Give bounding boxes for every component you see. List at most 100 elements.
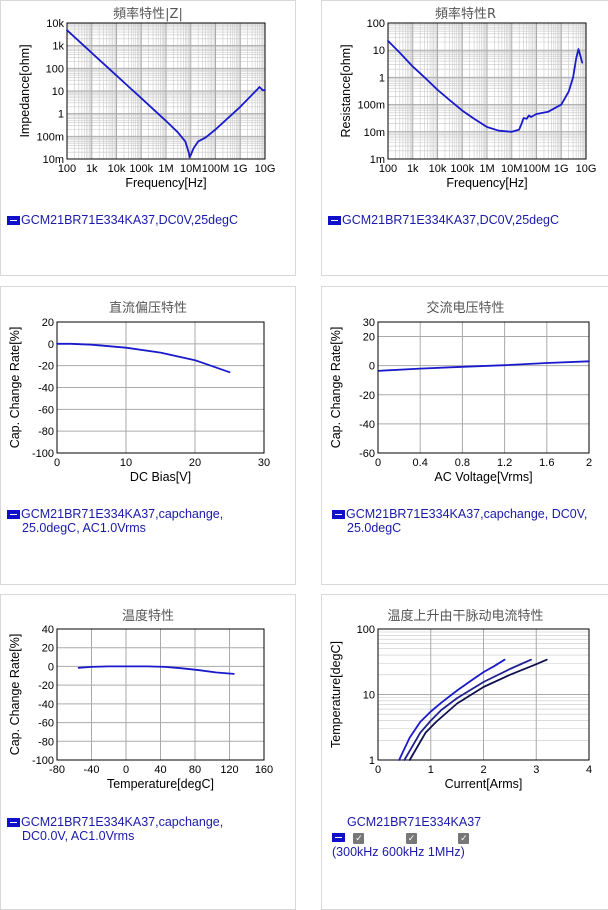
chart-legend[interactable]: GCM21BR71E334KA37,capchange, 25.0degC, A… [7,507,223,535]
y-tick-label: 10 [363,690,375,702]
y-tick-label: -40 [38,383,54,395]
x-axis-label: Current[Arms] [445,777,523,791]
panel-resistance: 頻率特性R 100 1k 10k 100k 1M 10M 100M 1G 10G 1m 10m 100… [321,0,608,276]
x-tick-label: 100M [523,163,551,175]
x-tick-label: 100 [379,163,397,175]
legend-label: GCM21BR71E334KA37 [347,815,482,829]
panel-title: 温度特性 [121,609,174,624]
y-tick-label: 100m [36,131,64,143]
chart-temperature: -80 -40 0 40 80 120 16040200-20-40-60-80-100Te… [8,624,273,791]
y-tick-label: -60 [38,718,54,730]
series-line-1mhz [408,658,548,761]
chart-impedance: 100 1k 10k 100k 1M 10M 100M 1G 10G10m100m1101001… [18,18,276,190]
chart-legend[interactable]: GCM21BR71E334KA37,DC0V,25degC [328,213,559,227]
y-tick-label: -20 [38,680,54,692]
plot-frame [377,321,590,454]
x-tick-label: 80 [189,764,201,776]
legend-label: GCM21BR71E334KA37,capchange, DC0V, [346,507,588,521]
checkbox-600khz[interactable]: ✓ [405,833,417,844]
panel-ac-voltage: 交流电压特性 0 0.4 0.8 1.2 1.6 2 30 20 0 -20 -40 -60 AC Vo… [321,286,608,585]
chart-legend[interactable]: GCM21BR71E334KA37,capchange, DC0V, 25.0d… [332,507,587,535]
x-tick-label: 10k [108,163,126,175]
y-tick-label: -40 [38,699,54,711]
checkbox-300khz[interactable]: ✓ [353,833,365,844]
y-tick-label: 10 [373,45,385,57]
x-tick-label: -40 [84,764,100,776]
y-axis-label: Cap. Change Rate[%] [329,327,343,449]
plot-frame [387,22,587,160]
legend-label-cont: DC0.0V, AC1.0Vrms [22,829,135,843]
y-tick-label: 0 [48,339,54,351]
x-tick-label: 10G [255,163,276,175]
panel-title: 頻率特性R [434,7,497,22]
panel-title: 頻率特性|Z| [113,7,183,22]
y-tick-label: 0 [48,661,54,673]
chart-resistance: 100 1k 10k 100k 1M 10M 100M 1G 10G 1m 10m 100m 1 10 10… [339,18,596,190]
y-tick-label: -60 [359,448,375,460]
x-axis-label: DC Bias[V] [130,470,191,484]
y-tick-label: -100 [32,755,54,767]
x-tick-label: 160 [255,764,273,776]
y-tick-label: -40 [359,419,375,431]
legend-toggle-icon[interactable] [332,833,345,842]
x-tick-label: 2 [480,764,486,776]
chart-ripple-temp: 0 1 2 3 4110100Current[Arms]Temperature[degC… [329,624,592,791]
series-line-600khz [403,658,532,761]
y-tick-label: 20 [363,332,375,344]
x-tick-label: 1G [554,163,569,175]
y-tick-label: 10m [43,154,64,166]
legend-label: GCM21BR71E334KA37,capchange, [21,507,224,521]
x-axis-label: Frequency[Hz] [446,176,527,190]
y-axis-label: Temperature[degC] [329,641,343,748]
panel-impedance: 頻率特性|Z| 100 1k 10k 100k 1M 10M 100M 1G 10G 10m 100… [0,0,296,276]
y-tick-label: -80 [38,736,54,748]
legend-label: GCM21BR71E334KA37,capchange, [21,815,224,829]
legend-paren-close: ) [460,845,465,859]
x-tick-label: 0 [375,764,381,776]
x-tick-label: 1M [479,163,494,175]
series-line [77,665,235,675]
x-tick-label: 0 [54,457,60,469]
x-tick-label: 30 [258,457,270,469]
legend-toggle-icon[interactable] [328,216,341,225]
panel-temperature: 温度特性 -80 -40 0 40 80 120 160 40 20 0 -20 -40 -60 -80-… [0,594,296,910]
y-tick-label: 10 [52,86,64,98]
x-tick-label: 1.2 [497,457,512,469]
x-tick-label: 100k [450,163,474,175]
panel-dc-bias: 直流偏压特性 0 10 20 30 20 0 -20 -40 -60 -80 -100 DC Bias… [0,286,296,585]
x-tick-label: 1k [407,163,419,175]
y-tick-label: -20 [38,361,54,373]
y-tick-label: -60 [38,404,54,416]
legend-toggle-icon[interactable] [7,216,20,225]
panel-title: 交流电压特性 [426,301,505,316]
x-tick-label: 10k [429,163,447,175]
legend-toggle-icon[interactable] [7,510,20,519]
series-line [66,29,266,159]
x-tick-label: 10 [120,457,132,469]
x-tick-label: 1.6 [539,457,554,469]
chart-legend[interactable]: GCM21BR71E334KA37 ✓ ✓ ✓ (300kHz 600kHz 1… [332,815,481,860]
x-tick-label: 1 [428,764,434,776]
legend-label-cont: 25.0degC [347,521,402,535]
chart-dc-bias: 0 10 20 30 20 0 -20 -40 -60 -80 -100 DC Bias[V] Cap.… [8,317,270,484]
y-tick-label: 1 [369,755,375,767]
y-tick-label: 20 [42,317,54,329]
plot-frame [56,321,265,454]
chart-legend[interactable]: GCM21BR71E334KA37,capchange, DC0.0V, AC1… [7,815,223,843]
y-tick-label: 0 [369,361,375,373]
x-tick-label: 0.8 [455,457,470,469]
checkbox-1mhz[interactable]: ✓ [458,833,470,844]
x-axis-label: Frequency[Hz] [125,176,206,190]
legend-toggle-icon[interactable] [332,510,345,519]
x-tick-label: 3 [533,764,539,776]
y-axis-label: Cap. Change Rate[%] [8,634,22,756]
series-line [56,342,231,374]
legend-toggle-icon[interactable] [7,818,20,827]
legend-label-cont: 25.0degC, AC1.0Vrms [22,521,146,535]
y-axis-label: Impedance[ohm] [18,44,32,137]
legend-label: GCM21BR71E334KA37,DC0V,25degC [342,213,560,227]
x-tick-label: 0 [375,457,381,469]
chart-legend[interactable]: GCM21BR71E334KA37,DC0V,25degC [7,213,238,227]
y-tick-label: 10k [46,18,64,30]
legend-label: GCM21BR71E334KA37,DC0V,25degC [21,213,239,227]
